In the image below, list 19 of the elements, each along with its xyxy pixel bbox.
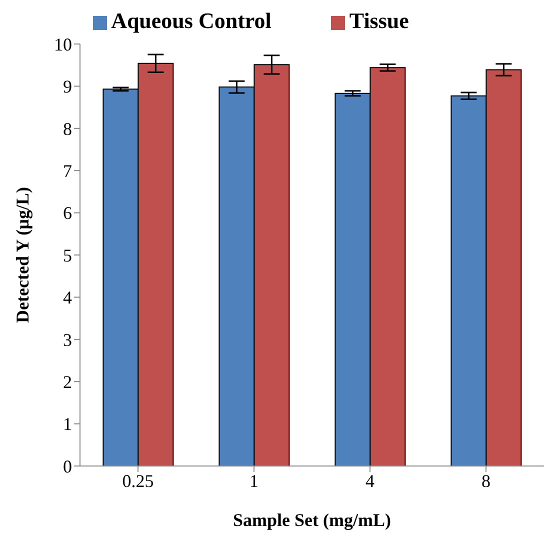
y-tick-label: 2	[63, 372, 72, 392]
x-tick-label: 1	[250, 470, 258, 491]
x-tick-label: 0.25	[122, 470, 154, 491]
x-tick-label: 8	[482, 470, 490, 491]
y-tick-label: 7	[63, 160, 72, 181]
legend-label: Tissue	[349, 8, 409, 33]
y-axis-title: Detected Y (µg/L)	[12, 187, 32, 323]
x-axis-title: Sample Set (mg/mL)	[233, 510, 391, 530]
y-tick-label: 0	[63, 456, 72, 476]
y-tick-label: 6	[63, 203, 72, 224]
x-tick-label: 4	[366, 470, 374, 491]
y-tick-label: 9	[63, 76, 72, 97]
legend-label: Aqueous Control	[111, 8, 272, 33]
y-tick-label: 1	[63, 414, 72, 434]
y-tick-label: 4	[63, 288, 72, 308]
y-tick-label: 8	[63, 118, 72, 139]
y-tick-label: 3	[63, 330, 72, 350]
y-tick-label: 10	[54, 34, 72, 54]
y-tick-label: 5	[63, 245, 72, 266]
